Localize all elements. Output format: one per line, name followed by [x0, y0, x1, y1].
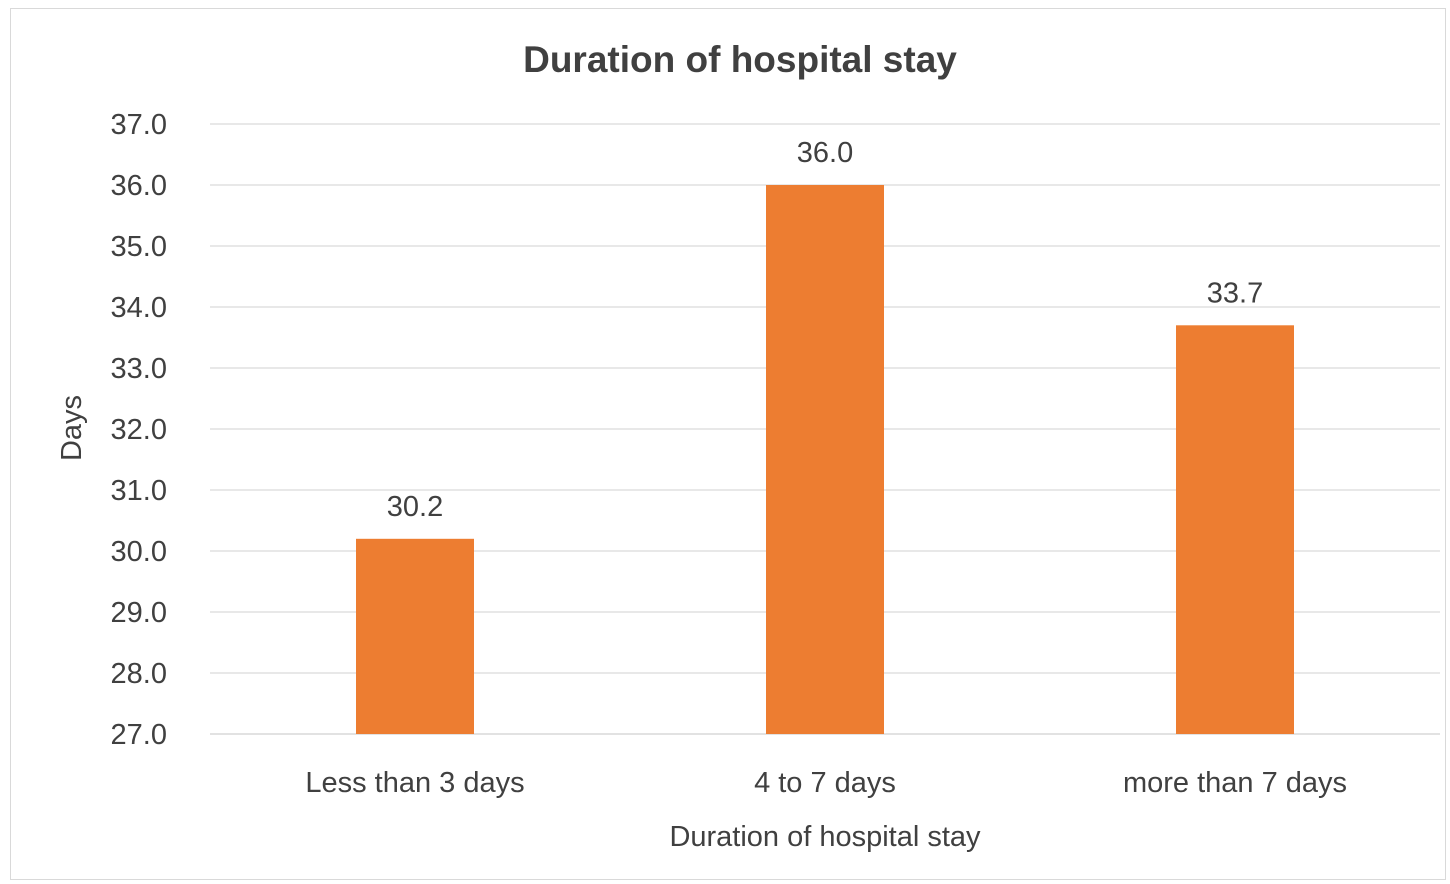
x-tick-label: Less than 3 days	[305, 767, 524, 799]
y-tick-label: 32.0	[111, 414, 167, 446]
data-label: 33.7	[1207, 277, 1263, 309]
y-axis-ticks: 27.0 28.0 29.0 30.0 31.0 32.0 33.0 34.0 35.0 36.0…	[111, 109, 167, 751]
x-tick-label: more than 7 days	[1123, 767, 1347, 799]
x-axis-title: Duration of hospital stay	[669, 821, 981, 853]
data-label: 36.0	[797, 137, 853, 169]
data-labels: 30.2 36.0 33.7	[387, 137, 1263, 523]
y-tick-label: 27.0	[111, 719, 167, 751]
data-label: 30.2	[387, 491, 443, 523]
y-tick-label: 35.0	[111, 231, 167, 263]
y-axis-title: Days	[56, 395, 88, 461]
y-tick-label: 34.0	[111, 292, 167, 324]
bar	[1176, 325, 1294, 734]
bars	[356, 185, 1294, 734]
y-tick-label: 30.0	[111, 536, 167, 568]
y-tick-label: 33.0	[111, 353, 167, 385]
bar	[356, 538, 474, 734]
y-tick-label: 28.0	[111, 658, 167, 690]
y-tick-label: 36.0	[111, 170, 167, 202]
x-axis-ticks: Less than 3 days 4 to 7 days more than 7 d…	[305, 767, 1347, 799]
y-tick-label: 37.0	[111, 109, 167, 141]
chart-title: Duration of hospital stay	[523, 39, 957, 80]
x-tick-label: 4 to 7 days	[754, 767, 896, 799]
bar	[766, 185, 884, 734]
y-tick-label: 29.0	[111, 597, 167, 629]
y-tick-label: 31.0	[111, 475, 167, 507]
